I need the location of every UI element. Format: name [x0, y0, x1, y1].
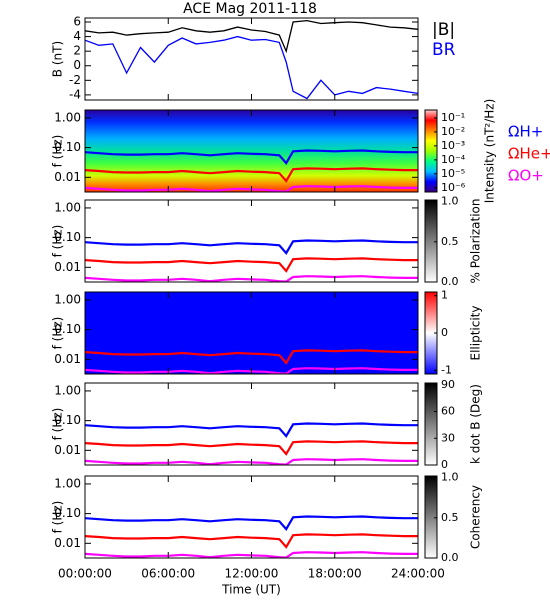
colorbar — [424, 475, 438, 559]
legend-label: ΩH+ — [508, 123, 543, 141]
y-axis-label: B (nT) — [51, 41, 65, 77]
gyrofrequency-line — [85, 367, 418, 374]
colorbar-label: % Polarization — [469, 199, 483, 284]
gyrofrequency-line — [85, 275, 418, 282]
y-tick-label: 0 — [73, 58, 81, 72]
colorbar-tick-label: 0 — [441, 458, 448, 471]
x-tick-label: 24:00:00 — [391, 567, 445, 581]
gyrofrequency-line — [85, 331, 418, 347]
colorbar-tick-label: 10⁻² — [441, 125, 465, 138]
x-axis-label: Time (UT) — [221, 583, 281, 597]
gyrofrequency-line — [85, 185, 418, 192]
y-tick-label: 0.01 — [54, 352, 81, 366]
colorbar-label: Ellipticity — [469, 306, 483, 361]
y-tick-label: 0.01 — [54, 443, 81, 457]
colorbar-tick-label: 10⁻⁶ — [441, 181, 466, 194]
colorbar-label: Intensity (nT²/Hz) — [483, 99, 497, 204]
gyrofrequency-line — [85, 551, 418, 558]
colorbar — [424, 109, 438, 193]
x-tick-label: 18:00:00 — [308, 567, 362, 581]
legend-label: BR — [432, 40, 456, 60]
colorbar-tick-label: 10⁻¹ — [441, 111, 465, 124]
y-tick-label: 0.10 — [54, 413, 81, 427]
y-tick-label: 2 — [73, 44, 81, 58]
colorbar-label: Coherency — [469, 485, 483, 549]
colorbar-tick-label: 1.0 — [441, 471, 459, 484]
colorbar-tick-label: 0.0 — [441, 275, 459, 288]
colorbar — [424, 382, 438, 466]
colorbar-label: k dot B (Deg) — [469, 384, 483, 464]
colorbar-tick-label: 1 — [441, 289, 448, 302]
colorbar — [424, 199, 438, 283]
gyrofrequency-line — [85, 149, 418, 165]
y-tick-label: 0.10 — [54, 230, 81, 244]
gyrofrequency-line — [85, 515, 418, 531]
gyrofrequency-line — [85, 257, 418, 273]
legend-label: ΩHe+ — [508, 145, 550, 163]
legend-label: ΩO+ — [508, 167, 544, 185]
colorbar-tick-label: 0.5 — [441, 511, 459, 524]
y-tick-label: 0.10 — [54, 140, 81, 154]
y-tick-label: 1.00 — [54, 200, 81, 214]
y-axis-label: f (Hz) — [51, 408, 65, 441]
x-tick-label: 06:00:00 — [141, 567, 195, 581]
y-axis-label: f (Hz) — [51, 225, 65, 258]
chart-title: ACE Mag 2011-118 — [183, 1, 317, 17]
y-tick-label: 0.01 — [54, 536, 81, 550]
y-tick-label: 0.01 — [54, 170, 81, 184]
y-tick-label: 1.00 — [54, 292, 81, 306]
gyrofrequency-line — [85, 167, 418, 183]
colorbar-tick-label: 60 — [441, 405, 455, 418]
data-line — [85, 19, 418, 54]
colorbar-tick-label: 0.0 — [441, 551, 459, 564]
colorbar-tick-label: 0 — [441, 326, 448, 339]
gyrofrequency-line — [85, 239, 418, 255]
data-line — [85, 35, 418, 100]
y-tick-label: 0.10 — [54, 322, 81, 336]
colorbar-tick-label: 30 — [441, 431, 455, 444]
y-tick-label: 6 — [73, 15, 81, 29]
colorbar-tick-label: 10⁻³ — [441, 139, 465, 152]
gyrofrequency-line — [85, 458, 418, 465]
x-tick-label: 00:00:00 — [58, 567, 112, 581]
gyrofrequency-line — [85, 533, 418, 549]
y-tick-label: 1.00 — [54, 383, 81, 397]
gyrofrequency-line — [85, 422, 418, 438]
colorbar-tick-label: 10⁻⁵ — [441, 167, 465, 180]
gyrofrequency-line — [85, 440, 418, 456]
colorbar-tick-label: 0.5 — [441, 235, 459, 248]
colorbar-tick-label: 1.0 — [441, 195, 459, 208]
y-tick-label: 1.00 — [54, 476, 81, 490]
y-tick-label: -4 — [69, 87, 81, 101]
gyrofrequency-line — [85, 349, 418, 365]
y-tick-label: 0.01 — [54, 260, 81, 274]
colorbar-tick-label: -1 — [441, 363, 452, 376]
y-tick-label: 0.10 — [54, 506, 81, 520]
y-axis-label: f (Hz) — [51, 501, 65, 534]
x-tick-label: 12:00:00 — [225, 567, 279, 581]
y-tick-label: 4 — [73, 29, 81, 43]
y-tick-label: 1.00 — [54, 110, 81, 124]
y-axis-label: f (Hz) — [51, 135, 65, 168]
colorbar-tick-label: 90 — [441, 378, 455, 391]
colorbar-tick-label: 10⁻⁴ — [441, 153, 466, 166]
legend-label: |B| — [432, 20, 455, 40]
y-tick-label: -2 — [69, 73, 81, 87]
y-axis-label: f (Hz) — [51, 317, 65, 350]
